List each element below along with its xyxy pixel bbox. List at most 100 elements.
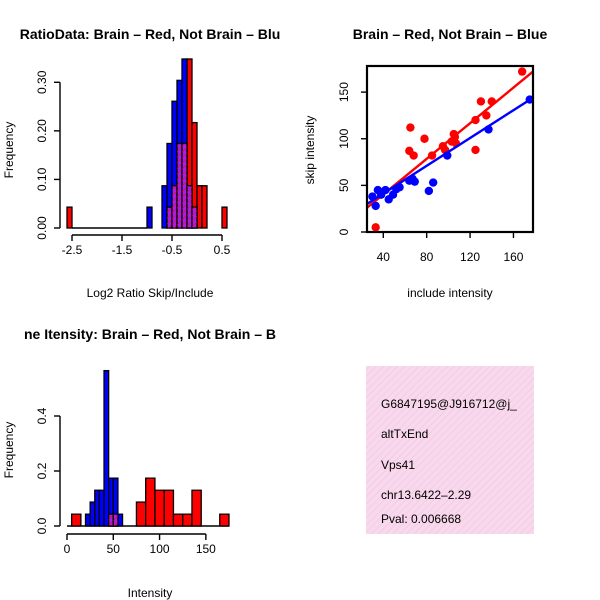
scatter-point-brain — [447, 137, 456, 146]
scatter-point-brain — [409, 151, 418, 160]
histogram-bar-brain — [66, 206, 73, 229]
fit-line-not-brain — [366, 96, 534, 206]
y-tick-label: 0 — [337, 228, 351, 235]
histogram-bar-not-brain — [94, 489, 101, 527]
scatter-frame — [365, 64, 535, 234]
scatter-point-brain — [487, 97, 496, 106]
x-tick-label: 80 — [420, 250, 434, 264]
histogram-bar-brain — [196, 185, 203, 229]
x-tick-label: -2.5 — [62, 243, 83, 257]
y-tick-label: 0.20 — [35, 119, 49, 143]
y-tick-label: 0.00 — [35, 216, 49, 240]
x-tick-label: 50 — [107, 542, 121, 556]
ratio-histogram-ylabel: Frequency — [2, 122, 16, 179]
x-tick-label: 120 — [460, 250, 480, 264]
scatter-point-not-brain — [484, 125, 493, 134]
histogram-bar-overlap-hatch — [113, 514, 118, 526]
intensity-histogram-title: ne Itensity: Brain – Red, Not Brain – B — [24, 326, 276, 342]
scatter-points — [366, 67, 534, 232]
scatter-ylabel: skip intensity — [303, 116, 317, 185]
scatter-point-brain — [471, 145, 480, 155]
histogram-bar-brain — [163, 489, 175, 527]
scatter-title: Brain – Red, Not Brain – Blue — [353, 26, 548, 42]
y-tick-label: 150 — [337, 82, 351, 102]
info-line-pval: Pval: 0.006668 — [381, 512, 461, 526]
info-panel: G6847195@J916712@j_ altTxEnd Vps41 chr13… — [366, 366, 534, 534]
scatter-point-brain — [371, 223, 380, 232]
scatter-point-brain — [406, 123, 415, 132]
histogram-bar-brain — [219, 513, 230, 527]
ratio-histogram-axes: -2.5 -1.5 -0.5 0.5 0.00 0.10 0.20 0.30 — [35, 70, 231, 257]
scatter-point-brain — [482, 111, 491, 120]
x-tick-label: 0.5 — [214, 243, 231, 257]
y-tick-label: 0.0 — [35, 517, 49, 534]
intensity-scatter: Brain – Red, Not Brain – Blue 40 80 120 160… — [303, 26, 547, 300]
ratio-histogram-bars — [66, 58, 228, 229]
histogram-bar-not-brain — [103, 369, 110, 527]
histogram-bar-brain — [221, 206, 228, 229]
scatter-point-not-brain — [381, 185, 390, 195]
scatter-point-brain — [471, 115, 480, 125]
y-tick-label: 0.10 — [35, 167, 49, 191]
histogram-bar-brain — [172, 513, 184, 527]
histogram-bar-not-brain — [98, 489, 105, 527]
scatter-point-not-brain — [443, 151, 452, 160]
scatter-point-brain — [517, 67, 527, 76]
x-tick-label: 100 — [150, 542, 170, 556]
y-tick-label: 0.4 — [35, 407, 49, 424]
x-tick-label: 0 — [64, 542, 71, 556]
histogram-bar-overlap-hatch — [182, 143, 187, 228]
intensity-histogram-bars — [67, 369, 230, 527]
scatter-point-not-brain — [371, 201, 380, 211]
y-tick-label: 0.2 — [35, 462, 49, 479]
histogram-bar-brain — [154, 489, 165, 527]
histogram-bar-not-brain — [146, 206, 153, 229]
scatter-axes: 40 80 120 160 0 50 100 150 — [337, 64, 535, 264]
y-tick-label: 100 — [337, 128, 351, 148]
intensity-histogram-ylabel: Frequency — [2, 422, 16, 479]
info-line-id: G6847195@J916712@j_ — [381, 397, 517, 411]
histogram-bar-overlap-hatch — [167, 207, 172, 228]
histogram-bar-overlap-hatch — [187, 185, 192, 228]
scatter-point-not-brain — [410, 177, 419, 186]
scatter-point-brain — [420, 134, 429, 143]
info-line-gene: Vps41 — [381, 458, 415, 472]
y-tick-label: 0.30 — [35, 70, 49, 94]
scatter-point-not-brain — [368, 192, 377, 201]
histogram-bar-brain — [191, 489, 202, 527]
scatter-point-not-brain — [525, 95, 534, 104]
histogram-bar-brain — [182, 513, 193, 527]
x-tick-label: -0.5 — [162, 243, 183, 257]
x-tick-label: 40 — [377, 250, 391, 264]
histogram-bar-brain — [201, 185, 208, 229]
histogram-bar-not-brain — [89, 501, 96, 527]
histogram-bar-overlap-hatch — [192, 207, 197, 228]
histogram-bar-overlap-hatch — [172, 185, 177, 228]
intensity-histogram-xlabel: Intensity — [128, 586, 173, 600]
ratio-histogram-title: RatioData: Brain – Red, Not Brain – Blu — [20, 26, 281, 42]
histogram-bar-overlap-hatch — [177, 143, 182, 228]
intensity-histogram: ne Itensity: Brain – Red, Not Brain – B … — [2, 326, 276, 600]
info-line-event-type: altTxEnd — [381, 427, 428, 441]
histogram-bar-brain — [145, 477, 156, 527]
histogram-bar-not-brain — [84, 513, 91, 527]
ratio-histogram-xlabel: Log2 Ratio Skip/Include — [87, 286, 214, 300]
x-tick-label: 160 — [503, 250, 523, 264]
scatter-point-not-brain — [395, 183, 404, 192]
intensity-histogram-axes: 0 50 100 150 0.0 0.2 0.4 — [35, 407, 216, 556]
scatter-point-brain — [427, 151, 437, 160]
histogram-bar-not-brain — [117, 513, 124, 527]
histogram-bar-brain — [135, 501, 147, 527]
scatter-point-not-brain — [424, 186, 434, 196]
histogram-bar-not-brain — [161, 185, 168, 229]
info-panel-background — [366, 366, 534, 534]
x-tick-label: 150 — [196, 542, 216, 556]
histogram-bar-brain — [70, 513, 82, 527]
x-tick-label: -1.5 — [112, 243, 133, 257]
histogram-bar-overlap-hatch — [108, 514, 114, 526]
scatter-xlabel: include intensity — [407, 286, 492, 300]
info-line-location: chr13.6422–2.29 — [381, 488, 471, 502]
y-tick-label: 50 — [337, 178, 351, 192]
scatter-point-brain — [476, 97, 486, 106]
